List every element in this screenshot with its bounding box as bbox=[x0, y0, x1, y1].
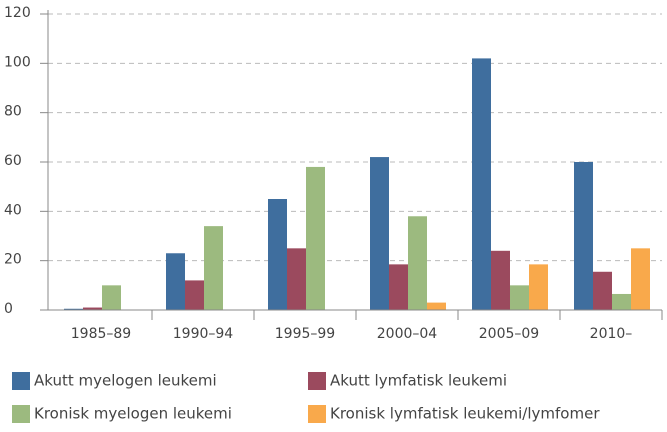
y-tick-label: 20 bbox=[4, 252, 22, 268]
x-tick-label: 1995–99 bbox=[275, 326, 335, 342]
x-tick-label: 1990–94 bbox=[173, 326, 234, 342]
x-tick-label: 2010– bbox=[590, 326, 633, 342]
legend-label: Akutt lymfatisk leukemi bbox=[330, 372, 507, 390]
bar bbox=[593, 271, 612, 310]
y-tick-label: 40 bbox=[4, 202, 22, 218]
bar bbox=[64, 308, 83, 310]
x-tick-label: 1985–89 bbox=[71, 326, 131, 342]
bar bbox=[510, 285, 529, 310]
legend: Akutt myelogen leukemi Akutt lymfatisk le… bbox=[12, 372, 600, 423]
y-tick-label: 80 bbox=[4, 104, 22, 120]
bar bbox=[287, 248, 306, 310]
y-tick-label: 60 bbox=[4, 153, 22, 169]
bar bbox=[389, 264, 408, 310]
bar bbox=[306, 166, 325, 310]
bar bbox=[166, 253, 185, 310]
legend-label: Kronisk lymfatisk leukemi/lymfomer bbox=[330, 405, 600, 423]
bar bbox=[408, 216, 427, 310]
y-tick-label: 0 bbox=[4, 301, 13, 317]
y-tick-label: 120 bbox=[4, 5, 31, 21]
legend-label: Akutt myelogen leukemi bbox=[34, 372, 217, 390]
legend-swatch bbox=[12, 405, 30, 423]
bar bbox=[83, 307, 102, 310]
legend-swatch bbox=[308, 372, 326, 390]
legend-swatch bbox=[308, 405, 326, 423]
bar bbox=[472, 58, 491, 311]
legend-label: Kronisk myelogen leukemi bbox=[34, 405, 232, 423]
legend-swatch bbox=[12, 372, 30, 390]
y-tick-label: 100 bbox=[4, 54, 31, 70]
bar bbox=[268, 199, 287, 310]
bar bbox=[370, 157, 389, 310]
bar bbox=[574, 162, 593, 310]
bar bbox=[204, 226, 223, 310]
x-tick-label: 2000–04 bbox=[377, 326, 438, 342]
bar bbox=[427, 302, 446, 310]
bar bbox=[529, 264, 548, 310]
bar bbox=[631, 248, 650, 310]
bar bbox=[612, 293, 631, 310]
bar bbox=[102, 285, 121, 310]
bar bbox=[491, 250, 510, 310]
bar bbox=[185, 280, 204, 310]
x-tick-label: 2005–09 bbox=[479, 326, 539, 342]
